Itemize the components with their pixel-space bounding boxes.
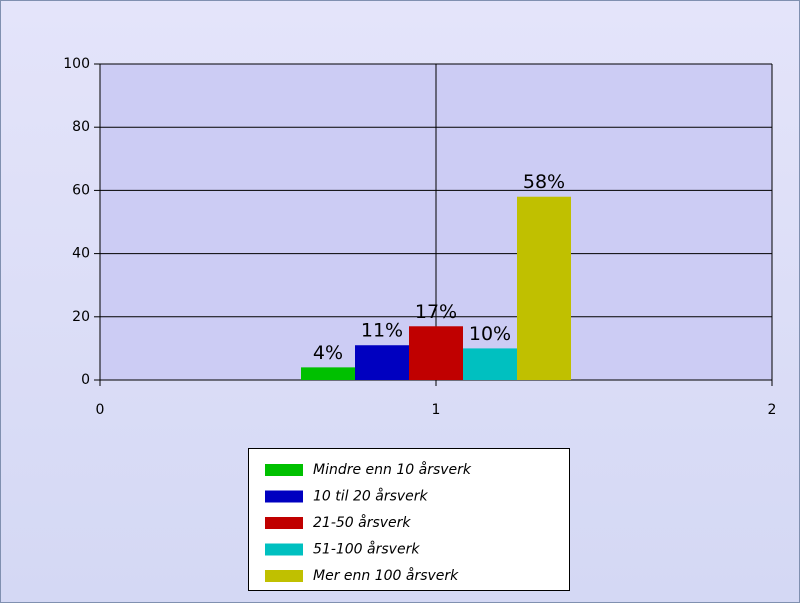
legend-label: 51-100 årsverk <box>313 541 420 558</box>
y-tick-label: 20 <box>72 309 90 325</box>
value-label: 10% <box>469 323 511 345</box>
value-label: 11% <box>361 320 403 342</box>
legend-swatch <box>265 517 303 529</box>
legend-swatch <box>265 464 303 476</box>
y-tick-label: 100 <box>63 56 90 72</box>
y-tick-label: 40 <box>72 246 90 262</box>
y-tick-label: 80 <box>72 119 90 135</box>
y-tick-label: 60 <box>72 182 90 198</box>
legend-swatch <box>265 490 303 503</box>
x-tick-label: 2 <box>768 402 777 418</box>
legend-swatch <box>265 543 303 556</box>
y-tick-label: 0 <box>81 372 90 388</box>
legend-label: Mindre enn 10 årsverk <box>313 461 472 478</box>
value-label: 4% <box>313 342 343 364</box>
value-label: 58% <box>523 171 565 193</box>
bar <box>409 326 463 380</box>
bar <box>517 196 571 380</box>
x-tick-label: 0 <box>96 402 105 418</box>
bar <box>355 345 409 380</box>
legend-swatch <box>265 570 303 582</box>
bar <box>301 367 355 380</box>
legend-label: Mer enn 100 årsverk <box>313 567 459 584</box>
x-tick-label: 1 <box>432 402 441 418</box>
legend-label: 21-50 årsverk <box>313 514 411 531</box>
legend-label: 10 til 20 årsverk <box>313 488 429 505</box>
bar <box>463 348 517 380</box>
value-label: 17% <box>415 301 457 323</box>
